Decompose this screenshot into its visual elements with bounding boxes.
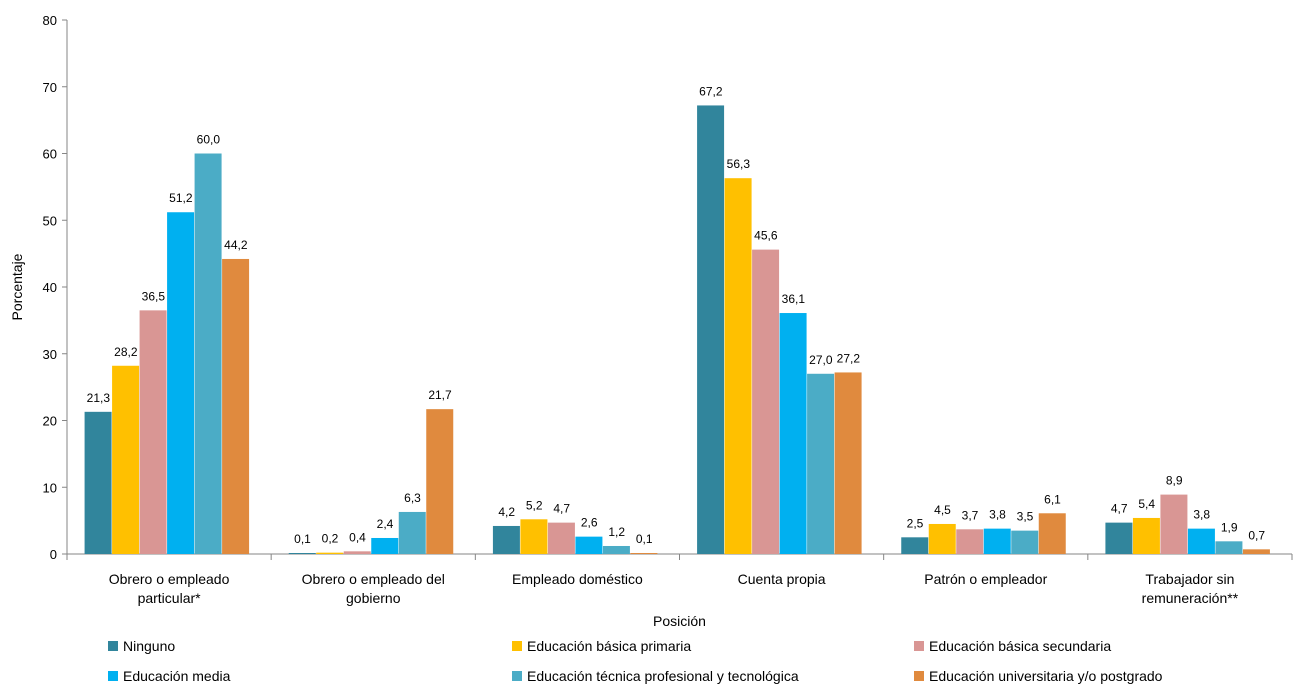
- y-tick-label: 10: [43, 480, 57, 495]
- bar: [343, 551, 371, 554]
- x-axis-title: Posición: [653, 613, 706, 629]
- data-label: 8,9: [1166, 474, 1183, 488]
- y-tick-label: 30: [43, 347, 57, 362]
- bar: [167, 212, 195, 555]
- bar: [194, 153, 222, 554]
- data-label: 1,9: [1221, 520, 1238, 534]
- data-label: 5,2: [526, 498, 543, 512]
- bar: [139, 310, 167, 554]
- bar: [807, 373, 835, 554]
- data-label: 56,3: [727, 157, 751, 171]
- x-category-label: particular*: [138, 590, 202, 606]
- data-label: 2,5: [907, 516, 924, 530]
- bar: [779, 313, 807, 554]
- data-label: 0,7: [1248, 528, 1265, 542]
- bar: [84, 411, 112, 554]
- x-category-label: Cuenta propia: [738, 571, 826, 587]
- data-label: 36,1: [782, 292, 806, 306]
- data-label: 2,6: [581, 516, 598, 530]
- data-label: 4,7: [553, 502, 570, 516]
- bar: [288, 553, 316, 554]
- bar: [316, 552, 344, 554]
- data-label: 21,3: [87, 391, 111, 405]
- x-category-label: gobierno: [346, 590, 401, 606]
- bar: [492, 525, 520, 554]
- y-tick-label: 70: [43, 80, 57, 95]
- data-label: 6,1: [1044, 492, 1061, 506]
- data-label: 67,2: [699, 84, 723, 98]
- bar: [547, 522, 575, 554]
- data-label: 44,2: [224, 238, 248, 252]
- data-label: 4,2: [498, 505, 515, 519]
- y-tick-label: 60: [43, 147, 57, 162]
- data-label: 6,3: [404, 491, 421, 505]
- bar: [575, 536, 603, 554]
- bar: [724, 178, 752, 554]
- bar: [834, 372, 862, 554]
- bar: [520, 519, 548, 554]
- data-label: 2,4: [377, 517, 394, 531]
- y-tick-label: 40: [43, 280, 57, 295]
- data-label: 21,7: [428, 388, 452, 402]
- x-category-label: Patrón o empleador: [924, 571, 1047, 587]
- data-label: 27,2: [837, 351, 861, 365]
- bar: [1160, 494, 1188, 554]
- y-tick-label: 80: [43, 13, 57, 28]
- data-label: 60,0: [197, 133, 221, 147]
- bar: [1242, 549, 1270, 554]
- data-label: 1,2: [608, 525, 625, 539]
- bar: [602, 545, 630, 554]
- bar: [371, 537, 399, 554]
- data-label: 27,0: [809, 353, 833, 367]
- data-label: 4,7: [1111, 502, 1128, 516]
- x-category-label: Empleado doméstico: [512, 571, 643, 587]
- data-label: 5,4: [1138, 497, 1155, 511]
- y-tick-label: 20: [43, 414, 57, 429]
- data-label: 3,7: [962, 508, 979, 522]
- bar: [697, 105, 725, 554]
- data-label: 3,8: [989, 508, 1006, 522]
- bar: [928, 523, 956, 554]
- bar: [630, 553, 658, 554]
- bar: [1187, 528, 1215, 554]
- data-label: 0,4: [349, 530, 366, 544]
- data-label: 3,8: [1193, 508, 1210, 522]
- data-label: 0,2: [322, 532, 339, 546]
- bar: [1038, 513, 1066, 554]
- data-label: 51,2: [169, 191, 193, 205]
- data-label: 0,1: [636, 532, 653, 546]
- data-label: 36,5: [142, 289, 166, 303]
- data-label: 0,1: [294, 532, 311, 546]
- bar: [1215, 541, 1243, 554]
- bar: [426, 409, 454, 554]
- y-axis-title: Porcentaje: [9, 253, 25, 320]
- bar: [901, 537, 929, 554]
- x-category-label: remuneración**: [1142, 590, 1239, 606]
- bar: [752, 249, 780, 554]
- bar: [1105, 522, 1133, 554]
- data-label: 28,2: [114, 345, 138, 359]
- bar: [112, 365, 140, 554]
- bar: [222, 258, 250, 554]
- bar: [1011, 530, 1039, 554]
- data-label: 45,6: [754, 229, 778, 243]
- y-tick-label: 0: [50, 547, 57, 562]
- bar: [983, 528, 1011, 554]
- y-tick-label: 50: [43, 213, 57, 228]
- bar: [1132, 517, 1160, 554]
- bar: [956, 529, 984, 554]
- data-label: 3,5: [1017, 510, 1034, 524]
- x-category-label: Trabajador sin: [1145, 571, 1234, 587]
- bar: [398, 511, 426, 554]
- x-category-label: Obrero o empleado: [109, 571, 230, 587]
- x-category-label: Obrero o empleado del: [302, 571, 445, 587]
- data-label: 4,5: [934, 503, 951, 517]
